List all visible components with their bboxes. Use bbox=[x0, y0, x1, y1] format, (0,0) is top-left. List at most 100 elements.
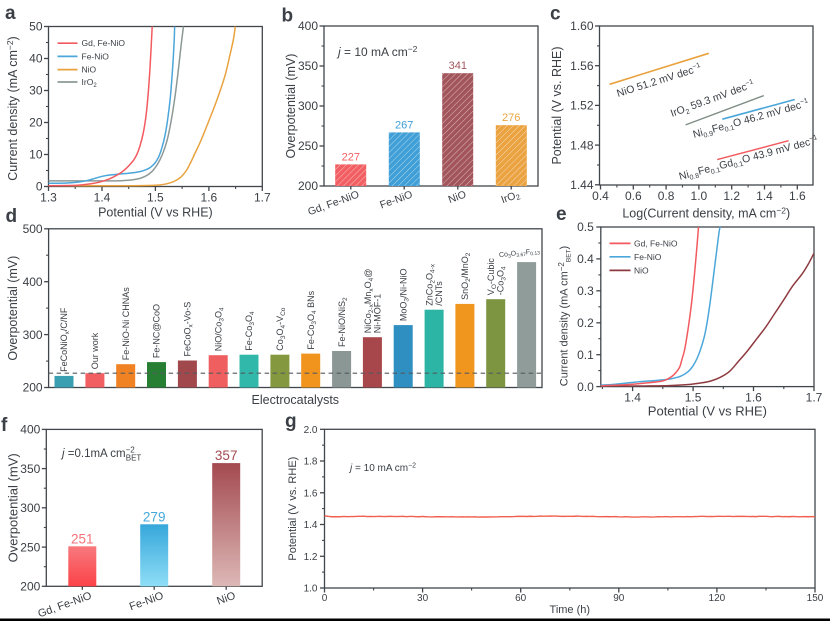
svg-text:1.52: 1.52 bbox=[570, 99, 594, 113]
svg-text:0.8: 0.8 bbox=[658, 189, 675, 203]
svg-text:1.2: 1.2 bbox=[723, 189, 740, 203]
svg-text:Potential (V vs. RHE): Potential (V vs. RHE) bbox=[287, 457, 299, 561]
svg-text:Current density (mA cm−2BET): Current density (mA cm−2BET) bbox=[557, 246, 573, 386]
svg-text:0.6: 0.6 bbox=[625, 189, 642, 203]
svg-text:400: 400 bbox=[298, 19, 318, 33]
svg-text:10: 10 bbox=[29, 148, 43, 162]
svg-text:FeCoOx​-Vo-S: FeCoOx​-Vo-S bbox=[183, 302, 195, 357]
svg-text:227: 227 bbox=[342, 151, 360, 163]
svg-text:2.0: 2.0 bbox=[304, 425, 318, 436]
svg-text:0.3: 0.3 bbox=[577, 284, 594, 298]
svg-text:Overpotential (mV): Overpotential (mV) bbox=[6, 453, 21, 562]
svg-text:60: 60 bbox=[515, 593, 527, 604]
svg-text:NiO/Co3​O4​: NiO/Co3​O4​ bbox=[213, 307, 225, 351]
svg-text:Gd, Fe-NiO: Gd, Fe-NiO bbox=[634, 238, 678, 248]
svg-text:MoO3​/Ni-NiO: MoO3​/Ni-NiO bbox=[398, 268, 410, 321]
svg-text:0.1: 0.1 bbox=[577, 348, 594, 362]
svg-text:f: f bbox=[1, 415, 8, 436]
svg-text:NiO: NiO bbox=[82, 65, 97, 75]
svg-text:Overpotential (mV): Overpotential (mV) bbox=[284, 54, 298, 159]
svg-text:IrO2: IrO2 bbox=[82, 77, 98, 89]
svg-text:1.6: 1.6 bbox=[201, 191, 218, 205]
svg-text:0.2: 0.2 bbox=[577, 316, 594, 330]
svg-text:1.8: 1.8 bbox=[304, 457, 318, 468]
svg-text:Gd, Fe-NiO: Gd, Fe-NiO bbox=[36, 590, 93, 621]
svg-text:350: 350 bbox=[20, 462, 40, 476]
svg-text:1.4: 1.4 bbox=[304, 520, 318, 531]
svg-text:Potential (V vs RHE): Potential (V vs RHE) bbox=[648, 404, 767, 419]
svg-text:267: 267 bbox=[395, 119, 413, 131]
svg-text:j = 10 mA cm−2: j = 10 mA cm−2 bbox=[336, 44, 418, 59]
svg-text:1.0: 1.0 bbox=[304, 584, 318, 595]
svg-text:0.4: 0.4 bbox=[592, 189, 609, 203]
svg-text:0.4: 0.4 bbox=[577, 252, 594, 266]
svg-text:NiO: NiO bbox=[447, 189, 468, 206]
svg-text:0.0: 0.0 bbox=[577, 380, 594, 394]
svg-text:Log(Current density, mA cm−2): Log(Current density, mA cm−2) bbox=[622, 206, 790, 221]
svg-text:b: b bbox=[282, 6, 294, 27]
svg-text:1.56: 1.56 bbox=[570, 59, 594, 73]
svg-text:Current density (mA cm−2): Current density (mA cm−2) bbox=[5, 36, 20, 180]
svg-text:250: 250 bbox=[20, 540, 40, 554]
svg-text:IrO2: IrO2 bbox=[499, 189, 521, 208]
svg-text:Ni-MOF-1: Ni-MOF-1 bbox=[372, 294, 382, 334]
svg-text:Co3​O3.67​F0.13: Co3​O3.67​F0.13 bbox=[499, 248, 541, 261]
svg-text:Fe-Co3​O4​ BNs: Fe-Co3​O4​ BNs bbox=[306, 290, 318, 349]
svg-text:1.7: 1.7 bbox=[806, 391, 823, 405]
svg-text:c: c bbox=[550, 4, 561, 25]
svg-text:Fe-Co3​O4​: Fe-Co3​O4​ bbox=[244, 311, 256, 351]
svg-text:NiCo2-x​Mnx​O4​@: NiCo2-x​Mnx​O4​@ bbox=[363, 269, 375, 334]
svg-text:SnO2​/MnO2​: SnO2​/MnO2​ bbox=[460, 252, 472, 300]
svg-text:1.0: 1.0 bbox=[691, 189, 708, 203]
svg-text:279: 279 bbox=[143, 509, 166, 524]
svg-text:j = 10 mA cm−2: j = 10 mA cm−2 bbox=[348, 463, 416, 475]
svg-text:0: 0 bbox=[36, 180, 43, 194]
svg-text:j =0.1mA cm−2BET: j =0.1mA cm−2 BET bbox=[60, 446, 141, 463]
svg-text:1.5: 1.5 bbox=[685, 391, 702, 405]
svg-text:a: a bbox=[5, 3, 16, 24]
svg-text:1.5: 1.5 bbox=[147, 191, 164, 205]
svg-text:Fe-NiO/NiS2​: Fe-NiO/NiS2​ bbox=[337, 297, 349, 347]
svg-text:d: d bbox=[6, 206, 18, 227]
svg-text:1.4: 1.4 bbox=[756, 189, 773, 203]
svg-text:1.2: 1.2 bbox=[304, 552, 318, 563]
svg-text:250: 250 bbox=[298, 139, 318, 153]
svg-text:300: 300 bbox=[20, 501, 40, 515]
svg-text:300: 300 bbox=[298, 99, 318, 113]
svg-text:FeCoNiOx​/C/NF: FeCoNiOx​/C/NF bbox=[59, 307, 71, 372]
svg-text:Co3​O4​-VCo​: Co3​O4​-VCo​ bbox=[275, 307, 287, 350]
svg-text:200: 200 bbox=[20, 580, 40, 594]
svg-text:251: 251 bbox=[71, 531, 94, 546]
svg-text:Fe-NC@CoO: Fe-NC@CoO bbox=[152, 304, 162, 358]
svg-text:1.6: 1.6 bbox=[745, 391, 762, 405]
svg-text:1.4: 1.4 bbox=[94, 191, 111, 205]
svg-text:0: 0 bbox=[322, 593, 328, 604]
svg-text:ZnCo2​O4-x​: ZnCo2​O4-x​ bbox=[425, 263, 437, 305]
svg-text:1.48: 1.48 bbox=[570, 138, 594, 152]
svg-text:NiO: NiO bbox=[634, 265, 649, 275]
svg-text:g: g bbox=[285, 411, 297, 432]
svg-text:Fe-NiO: Fe-NiO bbox=[82, 51, 110, 61]
svg-text:20: 20 bbox=[29, 116, 43, 130]
svg-text:Fe-NiO: Fe-NiO bbox=[634, 252, 662, 262]
svg-text:30: 30 bbox=[29, 84, 43, 98]
svg-text:40: 40 bbox=[29, 52, 43, 66]
svg-text:Potential (V vs. RHE): Potential (V vs. RHE) bbox=[550, 46, 564, 164]
svg-text:Fe-NiO: Fe-NiO bbox=[128, 590, 166, 614]
svg-text:400: 400 bbox=[23, 275, 43, 289]
svg-text:50: 50 bbox=[29, 20, 43, 34]
svg-text:NiO 51.2 mV dec−1​: NiO 51.2 mV dec−1​ bbox=[615, 62, 703, 100]
svg-text:350: 350 bbox=[298, 59, 318, 73]
svg-text:1.7: 1.7 bbox=[254, 191, 271, 205]
svg-text:Overpotential (mV): Overpotential (mV) bbox=[6, 256, 20, 361]
svg-text:-Co3​O4​: -Co3​O4​ bbox=[496, 266, 508, 295]
svg-text:200: 200 bbox=[298, 179, 318, 193]
svg-text:1.60: 1.60 bbox=[570, 19, 594, 33]
svg-text:150: 150 bbox=[807, 593, 824, 604]
svg-text:Fe-NiO-Ni CHNAs: Fe-NiO-Ni CHNAs bbox=[121, 287, 131, 360]
svg-text:Potential (V vs RHE): Potential (V vs RHE) bbox=[98, 206, 213, 220]
svg-text:357: 357 bbox=[215, 448, 238, 463]
svg-text:1.6: 1.6 bbox=[304, 488, 318, 499]
svg-text:Time (h): Time (h) bbox=[550, 604, 591, 616]
svg-text:341: 341 bbox=[449, 60, 467, 72]
